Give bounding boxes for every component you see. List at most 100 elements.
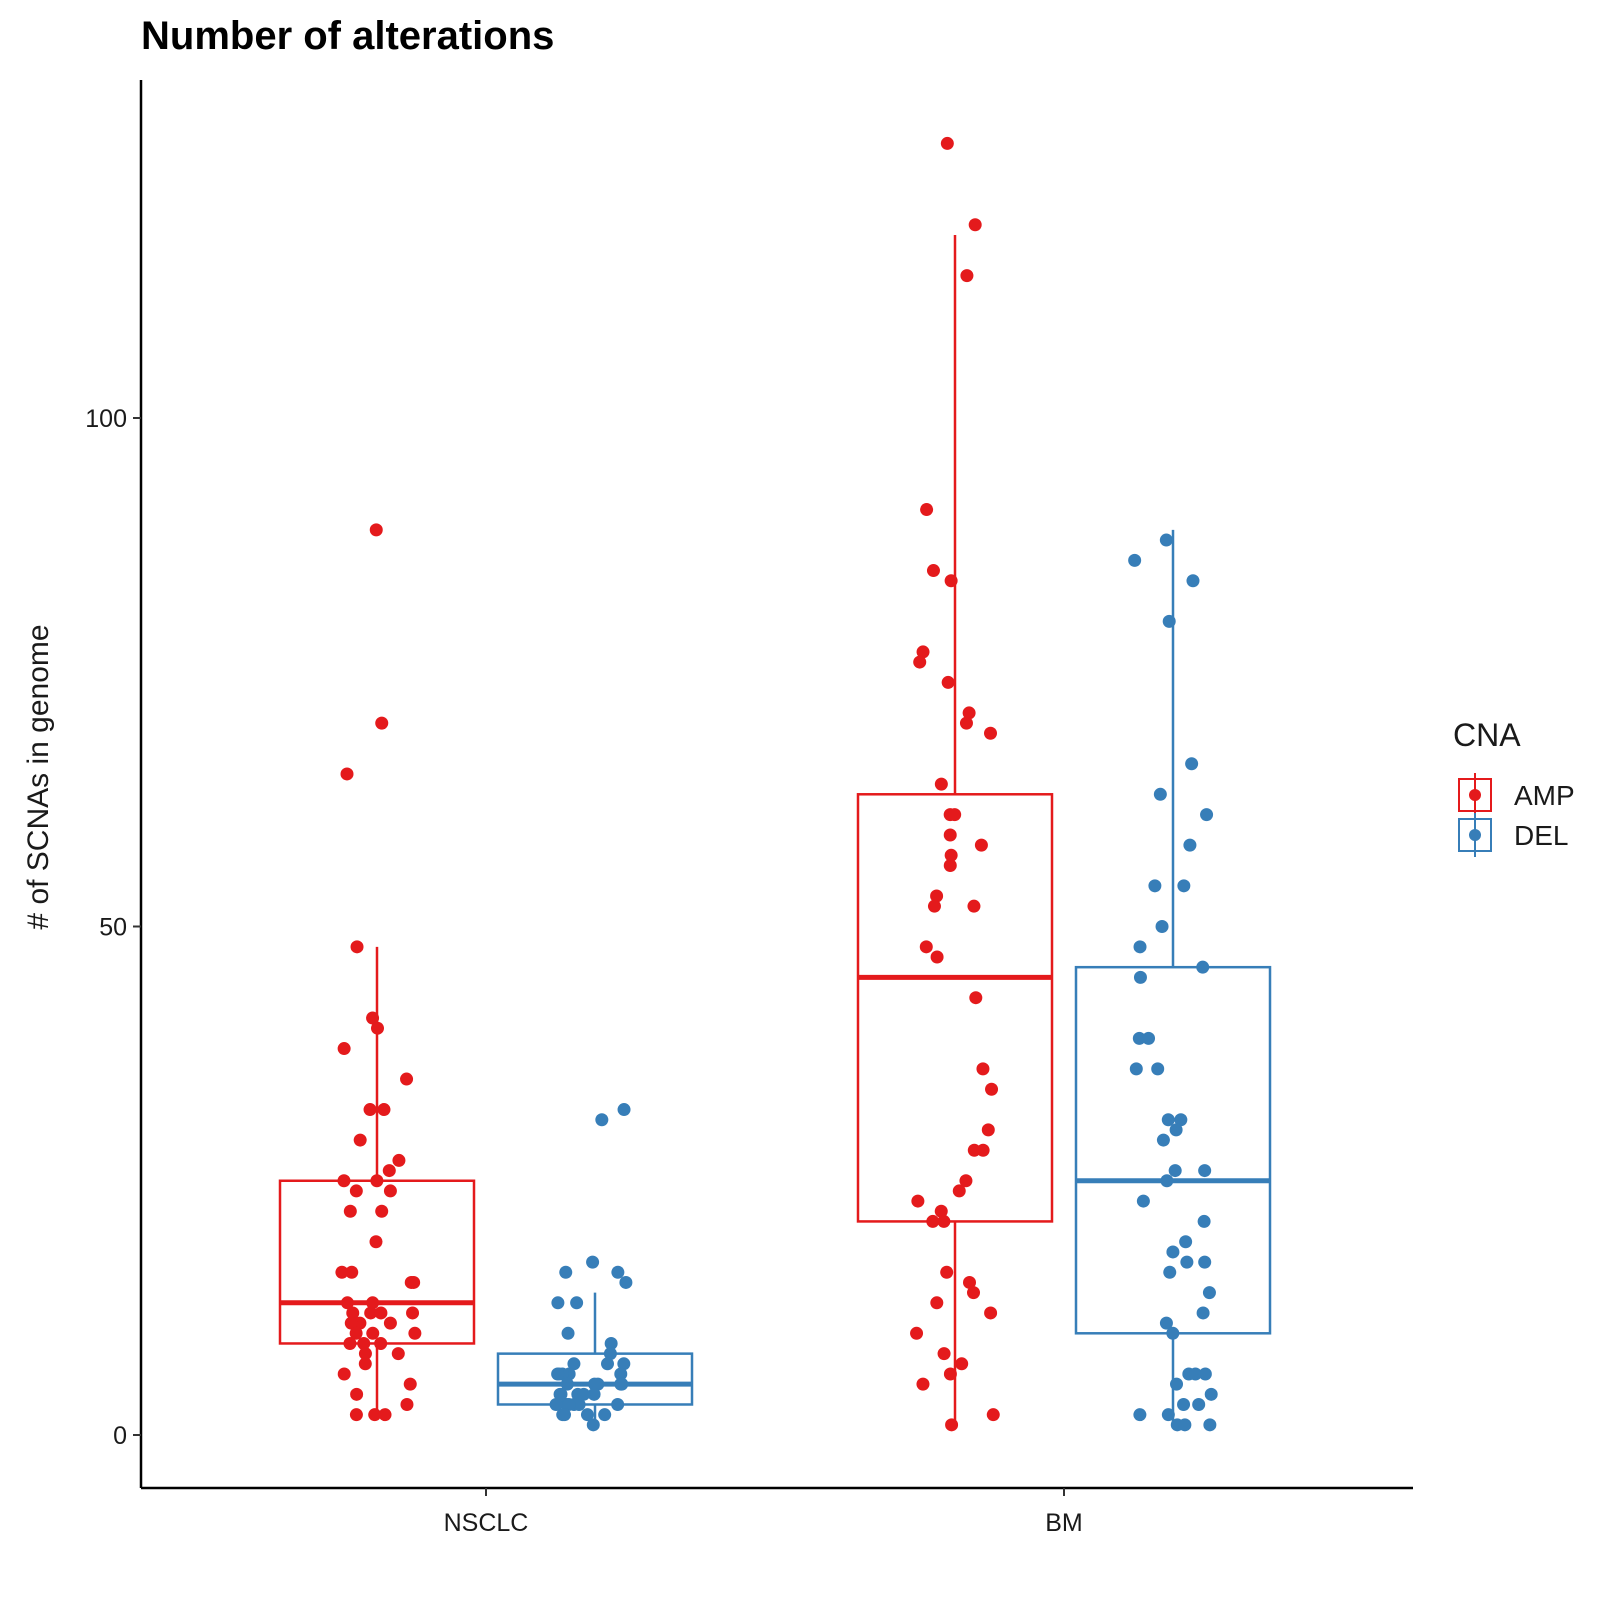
box-group-del-bm xyxy=(1074,529,1272,1432)
data-point xyxy=(562,1397,576,1411)
box-group-del-nsclc xyxy=(496,1103,694,1432)
data-point xyxy=(1197,1214,1211,1228)
plot-area: 0 50 100 NSCLC BM xyxy=(85,80,1413,1537)
data-point xyxy=(967,899,981,913)
data-point xyxy=(611,1265,625,1279)
data-point xyxy=(357,1336,371,1350)
data-point xyxy=(1160,1174,1174,1188)
data-point xyxy=(366,1296,380,1310)
data-point xyxy=(937,1214,951,1228)
y-tick-label: 100 xyxy=(85,405,127,433)
data-point xyxy=(369,523,383,537)
data-point xyxy=(375,716,389,730)
data-point xyxy=(560,1377,574,1391)
data-point xyxy=(559,1265,573,1279)
data-point xyxy=(1185,757,1199,771)
data-point xyxy=(941,675,955,689)
data-point xyxy=(1178,1418,1192,1432)
data-point xyxy=(343,1204,357,1218)
data-point xyxy=(370,1174,384,1188)
data-point xyxy=(403,1377,417,1391)
data-point xyxy=(363,1103,377,1117)
legend-key-point xyxy=(1469,789,1481,801)
x-tick-label: BM xyxy=(1045,1509,1083,1537)
data-point xyxy=(911,1194,925,1208)
data-point xyxy=(358,1347,372,1361)
data-point xyxy=(587,1387,601,1401)
data-point xyxy=(554,1387,568,1401)
data-point xyxy=(969,991,983,1005)
data-point xyxy=(926,564,940,578)
data-point xyxy=(1168,1164,1182,1178)
data-point xyxy=(595,1113,609,1127)
data-point xyxy=(1156,1133,1170,1147)
data-point xyxy=(369,1235,383,1249)
data-point xyxy=(930,950,944,964)
data-point xyxy=(383,1184,397,1198)
data-point xyxy=(349,1184,363,1198)
data-point xyxy=(366,1011,380,1025)
data-point xyxy=(1166,1326,1180,1340)
data-point xyxy=(1202,1286,1216,1300)
data-point xyxy=(1142,1031,1156,1045)
data-point xyxy=(611,1397,625,1411)
data-point xyxy=(943,828,957,842)
data-point xyxy=(370,1021,384,1035)
data-point xyxy=(1162,614,1176,628)
data-point xyxy=(617,1357,631,1371)
data-point xyxy=(1133,970,1147,984)
data-point xyxy=(377,1103,391,1117)
data-point xyxy=(337,1367,351,1381)
data-point xyxy=(985,1082,999,1096)
legend-label-del: DEL xyxy=(1514,820,1568,851)
data-point xyxy=(408,1326,422,1340)
legend: CNA AMP DEL xyxy=(1453,717,1575,857)
data-point xyxy=(955,1357,969,1371)
data-point xyxy=(913,655,927,669)
data-point xyxy=(959,716,973,730)
data-point xyxy=(1196,1306,1210,1320)
data-point xyxy=(962,706,976,720)
data-point xyxy=(368,1408,382,1422)
data-point xyxy=(1170,1377,1184,1391)
data-point xyxy=(378,1408,392,1422)
data-point xyxy=(944,848,958,862)
data-point xyxy=(603,1347,617,1361)
data-point xyxy=(943,858,957,872)
data-point xyxy=(1133,940,1147,954)
data-point xyxy=(944,574,958,588)
data-point xyxy=(601,1357,615,1371)
data-point xyxy=(919,940,933,954)
box xyxy=(856,793,1054,1223)
data-point xyxy=(614,1367,628,1381)
data-point xyxy=(383,1316,397,1330)
data-point xyxy=(375,1204,389,1218)
data-point xyxy=(617,1103,631,1117)
data-point xyxy=(1128,553,1142,567)
data-point xyxy=(1159,1316,1173,1330)
data-point xyxy=(1180,1255,1194,1269)
data-point xyxy=(406,1306,420,1320)
data-point xyxy=(350,1387,364,1401)
data-point xyxy=(1177,1397,1191,1411)
data-point xyxy=(943,1367,957,1381)
data-point xyxy=(570,1296,584,1310)
data-point xyxy=(1161,1113,1175,1127)
data-point xyxy=(940,136,954,150)
data-point xyxy=(1136,1194,1150,1208)
data-point xyxy=(349,1408,363,1422)
data-point xyxy=(350,940,364,954)
data-point xyxy=(374,1306,388,1320)
data-point xyxy=(598,1408,612,1422)
data-point xyxy=(916,645,930,659)
data-point xyxy=(349,1326,363,1340)
data-point xyxy=(1159,533,1173,547)
data-point xyxy=(586,1418,600,1432)
y-tick-label: 50 xyxy=(99,914,127,942)
data-point xyxy=(340,1296,354,1310)
data-point xyxy=(927,899,941,913)
data-point xyxy=(1196,960,1210,974)
data-point xyxy=(968,218,982,232)
data-point xyxy=(930,1296,944,1310)
